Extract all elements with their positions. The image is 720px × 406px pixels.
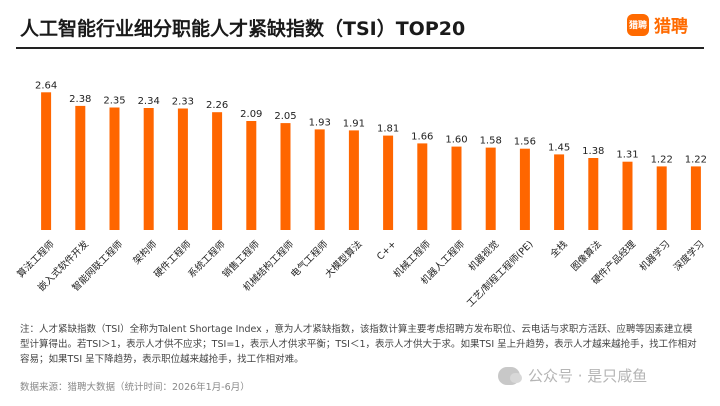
bar-value-label: 2.33 xyxy=(172,97,194,108)
category-label: 机器视觉 xyxy=(466,238,501,273)
bar-value-label: 1.91 xyxy=(343,118,365,129)
bar-value-label: 1.38 xyxy=(582,146,604,157)
bar-14 xyxy=(485,147,496,230)
bar-value-label: 1.22 xyxy=(685,154,707,165)
bar-value-label: 1.45 xyxy=(548,142,570,153)
data-source: 数据来源：猎聘大数据（统计时间：2026年1月-6月） xyxy=(20,382,250,393)
bar-2 xyxy=(75,105,86,230)
category-label: 工艺/制程工程师(PE) xyxy=(464,238,535,309)
bar-value-label: 2.26 xyxy=(206,100,228,111)
bar-value-label: 2.38 xyxy=(69,94,91,105)
bar-value-label: 2.09 xyxy=(240,109,262,120)
bar-16 xyxy=(554,154,565,230)
footnote: 注：人才紧缺指数（TSI）全称为Talent Shortage Index ，意… xyxy=(20,324,697,365)
page-title: 人工智能行业细分职能人才紧缺指数（TSI）TOP20 xyxy=(20,18,466,40)
bar-17 xyxy=(588,158,599,230)
bar-value-label: 1.31 xyxy=(616,150,638,161)
bar-value-label: 2.34 xyxy=(138,96,160,107)
bar-value-label: 1.81 xyxy=(377,124,399,135)
bar-11 xyxy=(383,135,394,230)
bar-value-label: 1.56 xyxy=(514,137,536,148)
watermark: 公众号 · 是只咸鱼 xyxy=(498,365,647,386)
bar-value-label: 2.64 xyxy=(35,80,57,91)
bar-5 xyxy=(177,108,188,230)
bar-4 xyxy=(143,108,154,230)
logo-text: 猎聘 xyxy=(654,17,688,37)
bar-6 xyxy=(212,112,223,230)
bar-18 xyxy=(622,161,633,230)
wechat-icon xyxy=(498,366,522,385)
bar-20 xyxy=(690,166,701,230)
bar-value-label: 2.35 xyxy=(103,96,125,107)
bar-1 xyxy=(41,92,52,230)
bar-10 xyxy=(348,130,359,230)
category-label: 深度学习 xyxy=(671,238,706,273)
bar-12 xyxy=(417,143,428,230)
category-label: 机器学习 xyxy=(637,238,672,273)
bar-8 xyxy=(280,123,291,230)
bar-value-label: 1.93 xyxy=(309,117,331,128)
category-label: C++ xyxy=(375,239,399,263)
bar-13 xyxy=(451,146,462,230)
bar-value-label: 1.60 xyxy=(445,135,467,146)
brand-logo: 猎聘 猎聘 xyxy=(627,12,688,37)
bar-9 xyxy=(314,129,325,230)
watermark-text: 公众号 · 是只咸鱼 xyxy=(528,367,648,385)
title-divider xyxy=(16,47,704,49)
bar-15 xyxy=(519,148,530,230)
category-label: 全栈 xyxy=(548,238,570,260)
category-label: 架构师 xyxy=(131,238,160,267)
bar-19 xyxy=(656,166,667,230)
category-label: 大模型算法 xyxy=(322,238,364,280)
bar-3 xyxy=(109,107,120,230)
bar-chart: 2.64算法工程师2.38嵌入式软件开发2.35智能网联工程师2.34架构师2.… xyxy=(15,80,707,309)
bar-7 xyxy=(246,121,257,230)
bar-value-label: 2.05 xyxy=(274,111,296,122)
category-label: 图像算法 xyxy=(569,238,604,273)
logo-badge-icon: 猎聘 xyxy=(627,13,649,36)
bar-value-label: 1.66 xyxy=(411,131,433,142)
bar-value-label: 1.22 xyxy=(651,154,673,165)
bar-value-label: 1.58 xyxy=(480,136,502,147)
